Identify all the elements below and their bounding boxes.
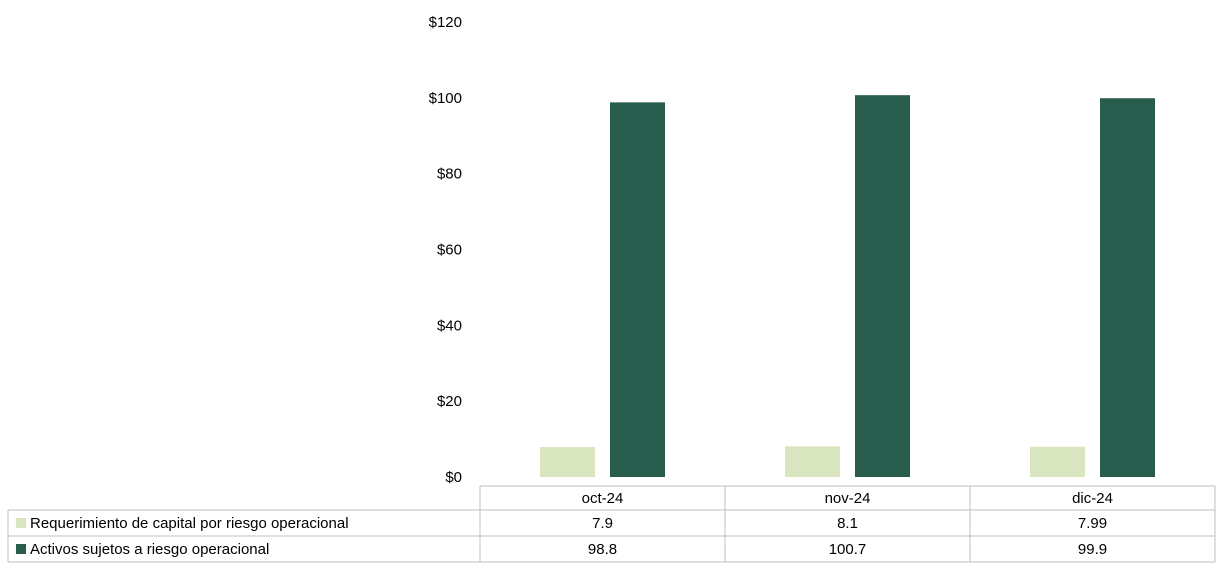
y-tick-label: $60	[437, 242, 462, 259]
bar-activos-oct-24	[610, 102, 665, 477]
bar-requerimiento-dic-24	[1030, 446, 1085, 477]
y-axis: $0 $20 $40 $60 $80 $100 $120	[429, 14, 462, 486]
y-tick-label: $20	[437, 393, 462, 410]
bar-activos-dic-24	[1100, 98, 1155, 478]
y-tick-label: $0	[445, 469, 462, 486]
y-tick-label: $40	[437, 317, 462, 334]
data-label: 100.7	[829, 541, 867, 558]
x-tick-label: dic-24	[1072, 490, 1113, 507]
data-label: 7.9	[592, 515, 613, 532]
data-label: 98.8	[588, 541, 617, 558]
legend-label: Activos sujetos a riesgo operacional	[30, 541, 269, 558]
x-tick-label: nov-24	[825, 490, 871, 507]
x-tick-label: oct-24	[582, 490, 624, 507]
bar-activos-nov-24	[855, 95, 910, 477]
bar-requerimiento-nov-24	[785, 446, 840, 477]
data-label: 8.1	[837, 515, 858, 532]
y-tick-label: $120	[429, 14, 462, 31]
data-table: oct-24 nov-24 dic-24 Requerimiento de capit…	[7, 485, 1216, 563]
bar-requerimiento-oct-24	[540, 447, 595, 477]
legend-key	[16, 544, 26, 554]
data-label: 7.99	[1078, 515, 1107, 532]
bars	[540, 95, 1155, 478]
y-tick-label: $80	[437, 166, 462, 183]
data-label: 99.9	[1078, 541, 1107, 558]
legend-key	[16, 518, 26, 528]
y-tick-label: $100	[429, 90, 462, 107]
legend-label: Requerimiento de capital por riesgo oper…	[30, 515, 349, 532]
